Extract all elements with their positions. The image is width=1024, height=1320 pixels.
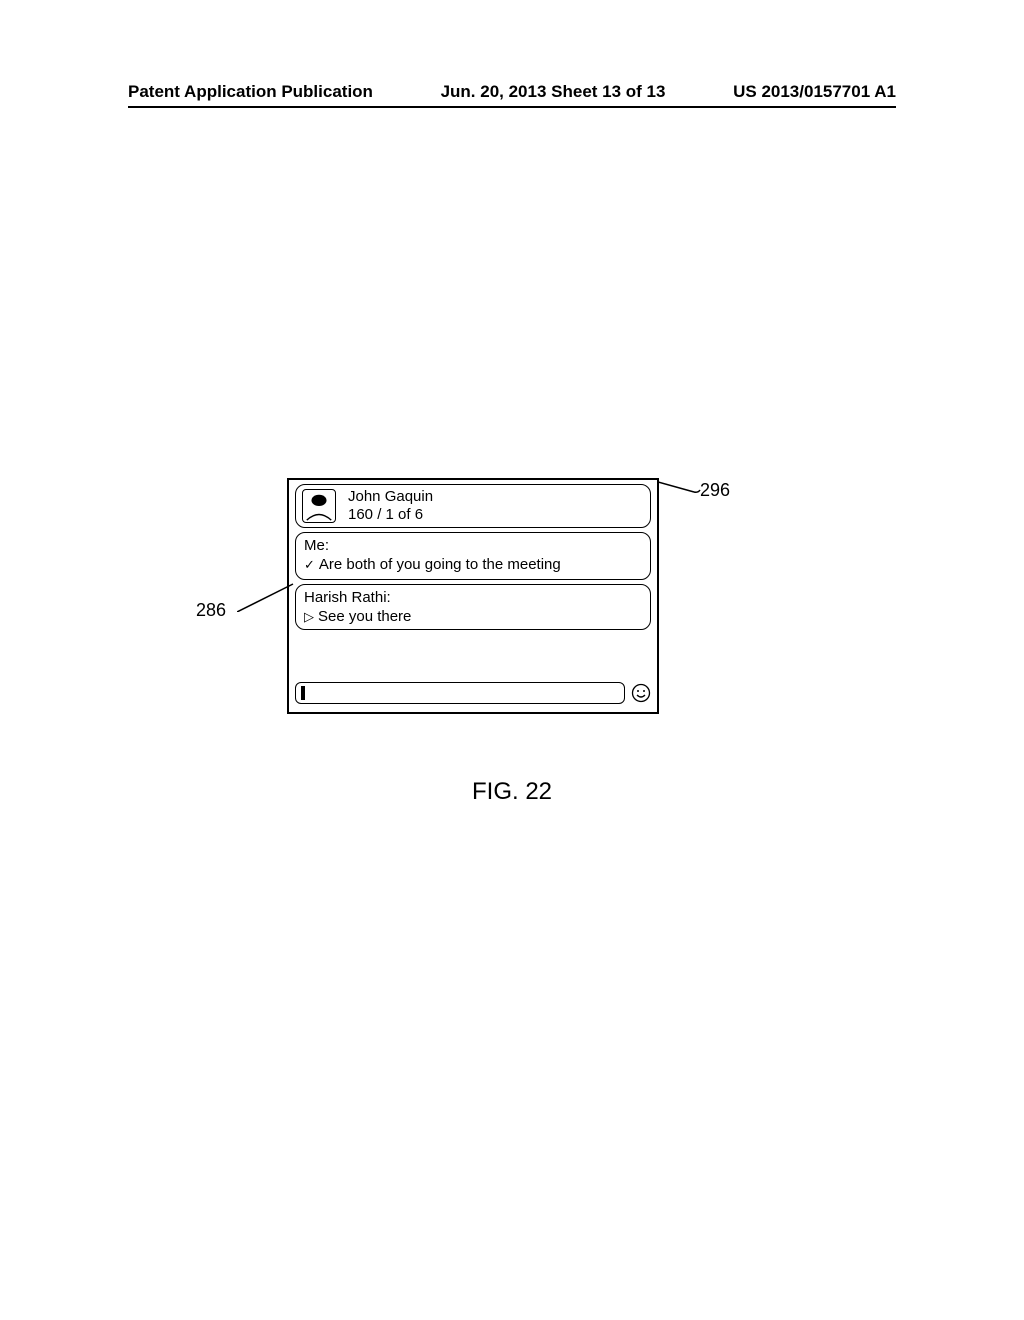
leader-line-286: [237, 582, 297, 612]
smiley-icon[interactable]: [631, 683, 651, 703]
triangle-icon: ▷: [304, 609, 314, 625]
figure-label: FIG. 22: [0, 778, 1024, 806]
leader-line-296: [658, 478, 702, 502]
message-1-text: Are both of you going to the meeting: [319, 556, 561, 575]
contact-text: John Gaquin 160 / 1 of 6: [348, 488, 433, 524]
contact-header[interactable]: John Gaquin 160 / 1 of 6: [295, 484, 651, 528]
input-row: [295, 680, 651, 706]
reference-numeral-296: 296: [700, 480, 730, 501]
cursor-icon: [301, 686, 305, 700]
check-icon: ✓: [304, 557, 315, 573]
message-2-text: See you there: [318, 608, 411, 627]
message-1-sender: Me:: [304, 537, 642, 556]
message-2-sender: Harish Rathi:: [304, 589, 642, 608]
header-left: Patent Application Publication: [128, 82, 373, 102]
message-2[interactable]: Harish Rathi: ▷ See you there: [295, 584, 651, 630]
page-header: Patent Application Publication Jun. 20, …: [128, 82, 896, 108]
text-input[interactable]: [295, 682, 625, 704]
header-center: Jun. 20, 2013 Sheet 13 of 13: [441, 82, 666, 102]
header-right: US 2013/0157701 A1: [733, 82, 896, 102]
avatar-icon: [302, 489, 336, 523]
contact-status: 160 / 1 of 6: [348, 506, 433, 524]
device-screen: John Gaquin 160 / 1 of 6 Me: ✓ Are both …: [287, 478, 659, 714]
reference-numeral-286: 286: [196, 600, 226, 621]
message-1[interactable]: Me: ✓ Are both of you going to the meeti…: [295, 532, 651, 580]
contact-name: John Gaquin: [348, 488, 433, 506]
